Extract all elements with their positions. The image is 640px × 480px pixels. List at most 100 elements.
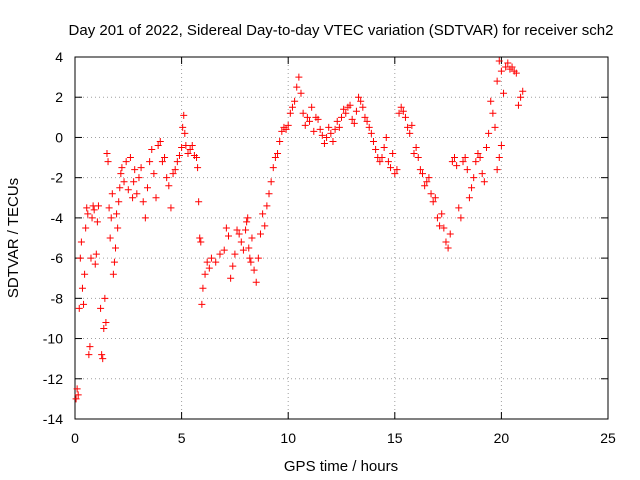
data-point xyxy=(104,158,112,166)
data-point xyxy=(78,284,86,292)
series-sdtvar xyxy=(72,57,527,403)
data-point xyxy=(233,226,241,234)
data-point xyxy=(237,238,245,246)
data-point xyxy=(133,190,141,198)
data-point xyxy=(122,158,130,166)
data-point xyxy=(161,154,169,162)
data-point xyxy=(110,258,118,266)
data-point xyxy=(84,210,92,218)
data-point xyxy=(120,178,128,186)
data-point xyxy=(470,174,478,182)
y-tick-label: -14 xyxy=(43,411,63,427)
data-point xyxy=(99,355,107,363)
data-point xyxy=(115,198,123,206)
data-point xyxy=(108,190,116,198)
y-tick-label: -8 xyxy=(51,290,64,306)
data-point xyxy=(148,146,156,154)
x-axis-label: GPS time / hours xyxy=(284,458,398,475)
data-point xyxy=(216,250,224,258)
data-point xyxy=(179,123,187,131)
data-point xyxy=(361,113,369,121)
y-tick-label: 4 xyxy=(55,49,63,65)
data-point xyxy=(171,166,179,174)
data-point xyxy=(369,137,377,145)
data-point xyxy=(493,166,501,174)
data-point xyxy=(308,103,316,111)
data-point xyxy=(137,164,145,172)
data-point xyxy=(73,385,81,393)
data-point xyxy=(225,232,233,240)
data-point xyxy=(489,109,497,117)
data-point xyxy=(85,351,93,359)
data-point xyxy=(440,224,448,232)
data-point xyxy=(395,109,403,117)
data-point xyxy=(197,238,205,246)
data-point xyxy=(259,210,267,218)
y-tick-label: 0 xyxy=(55,129,63,145)
data-point xyxy=(295,73,303,81)
grid xyxy=(75,57,608,419)
data-point xyxy=(173,158,181,166)
data-point xyxy=(199,284,207,292)
data-point xyxy=(90,206,98,214)
data-point xyxy=(429,198,437,206)
data-point xyxy=(274,150,282,158)
data-point xyxy=(254,254,262,262)
data-point xyxy=(350,119,358,127)
data-point xyxy=(504,59,512,67)
data-point xyxy=(512,69,520,77)
data-point xyxy=(495,154,503,162)
y-tick-label: -12 xyxy=(43,371,63,387)
data-point xyxy=(367,129,375,137)
data-point xyxy=(357,97,365,105)
x-tick-label: 20 xyxy=(494,430,510,446)
data-point xyxy=(256,230,264,238)
x-tick-label: 25 xyxy=(600,430,616,446)
data-point xyxy=(414,154,422,162)
data-point xyxy=(188,141,196,149)
data-point xyxy=(318,131,326,139)
data-point xyxy=(425,174,433,182)
data-point xyxy=(393,166,401,174)
axis-ticks: 0 5 10 15 20 25 -14 -12 -10 -8 -6 -4 -2 0 2 4 xyxy=(43,49,616,446)
data-point xyxy=(514,101,522,109)
data-point xyxy=(205,264,213,272)
data-point xyxy=(244,214,252,222)
data-point xyxy=(201,270,209,278)
data-point xyxy=(404,123,412,131)
data-point xyxy=(410,150,418,158)
data-point xyxy=(282,125,290,133)
data-point xyxy=(114,224,122,232)
data-point xyxy=(427,190,435,198)
data-point xyxy=(193,154,201,162)
data-point xyxy=(457,214,465,222)
data-point xyxy=(419,170,427,178)
data-point xyxy=(77,238,85,246)
data-point xyxy=(397,103,405,111)
data-point xyxy=(363,117,371,125)
data-point xyxy=(74,391,82,399)
x-tick-label: 15 xyxy=(387,430,403,446)
data-point xyxy=(502,63,510,71)
data-point xyxy=(399,107,407,115)
data-point xyxy=(378,154,386,162)
data-point xyxy=(195,198,203,206)
data-point xyxy=(116,184,124,192)
data-point xyxy=(408,121,416,129)
data-point xyxy=(75,304,83,312)
data-point xyxy=(72,395,80,403)
data-point xyxy=(222,224,230,232)
data-point xyxy=(444,244,452,252)
data-point xyxy=(269,164,277,172)
data-point xyxy=(517,93,525,101)
data-point xyxy=(482,144,490,151)
data-point xyxy=(376,158,384,166)
data-point xyxy=(117,170,125,178)
data-point xyxy=(178,144,186,151)
data-point xyxy=(423,178,431,186)
data-point xyxy=(271,154,279,162)
data-point xyxy=(433,214,441,222)
data-point xyxy=(314,115,322,123)
data-point xyxy=(156,137,164,145)
data-point xyxy=(372,146,380,154)
